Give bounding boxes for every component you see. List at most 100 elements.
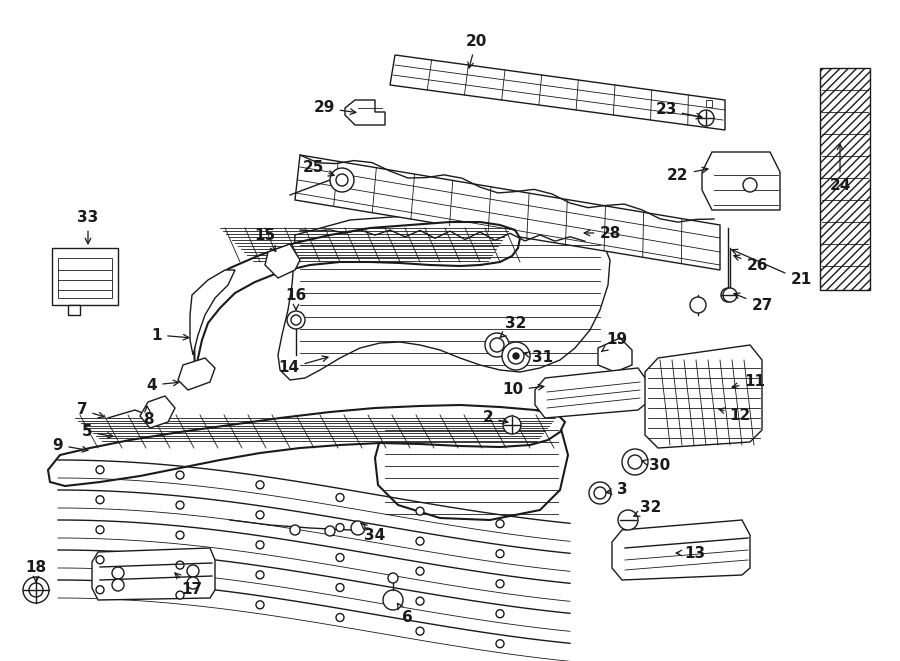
Text: 17: 17 — [175, 573, 202, 598]
Text: 16: 16 — [285, 288, 307, 310]
Text: 3: 3 — [606, 483, 627, 498]
Circle shape — [291, 315, 301, 325]
Circle shape — [287, 311, 305, 329]
Text: 23: 23 — [655, 102, 702, 119]
Circle shape — [628, 455, 642, 469]
Circle shape — [594, 487, 606, 499]
Circle shape — [256, 601, 264, 609]
Circle shape — [416, 627, 424, 635]
Circle shape — [416, 597, 424, 605]
Circle shape — [112, 567, 124, 579]
Circle shape — [508, 348, 524, 364]
Circle shape — [416, 507, 424, 515]
Text: 29: 29 — [313, 100, 356, 116]
Text: 34: 34 — [360, 523, 385, 543]
Text: 9: 9 — [53, 438, 88, 453]
Text: 7: 7 — [76, 403, 104, 418]
Circle shape — [743, 178, 757, 192]
Text: 27: 27 — [734, 293, 773, 313]
Text: 21: 21 — [732, 249, 812, 288]
Circle shape — [721, 288, 735, 302]
Text: 15: 15 — [255, 227, 275, 251]
Polygon shape — [265, 244, 300, 278]
Circle shape — [513, 353, 519, 359]
Circle shape — [336, 494, 344, 502]
Circle shape — [96, 586, 104, 594]
Text: 6: 6 — [398, 603, 412, 625]
Circle shape — [336, 174, 348, 186]
Polygon shape — [295, 155, 720, 270]
Text: 28: 28 — [584, 225, 621, 241]
Circle shape — [351, 521, 365, 535]
Text: 8: 8 — [143, 407, 153, 428]
Circle shape — [388, 573, 398, 583]
Text: 30: 30 — [642, 457, 670, 473]
Circle shape — [96, 466, 104, 474]
Text: 18: 18 — [25, 561, 47, 582]
Text: 32: 32 — [500, 317, 526, 337]
Circle shape — [96, 556, 104, 564]
Circle shape — [112, 579, 124, 591]
Text: 4: 4 — [147, 377, 179, 393]
Polygon shape — [612, 520, 750, 580]
Polygon shape — [92, 548, 215, 600]
Circle shape — [23, 577, 49, 603]
Circle shape — [187, 565, 199, 577]
Circle shape — [336, 524, 344, 531]
Text: 13: 13 — [676, 545, 706, 561]
Circle shape — [496, 580, 504, 588]
Polygon shape — [598, 338, 632, 372]
Circle shape — [496, 640, 504, 648]
Circle shape — [325, 526, 335, 536]
Text: 25: 25 — [302, 159, 334, 176]
Text: 11: 11 — [732, 375, 766, 389]
Text: 24: 24 — [829, 144, 850, 192]
Circle shape — [490, 338, 504, 352]
Circle shape — [96, 525, 104, 533]
Circle shape — [187, 577, 199, 589]
Text: 33: 33 — [77, 210, 99, 244]
Circle shape — [256, 541, 264, 549]
Polygon shape — [375, 410, 568, 520]
Polygon shape — [190, 270, 235, 355]
Text: 19: 19 — [601, 332, 627, 352]
Text: 2: 2 — [482, 410, 508, 426]
Polygon shape — [48, 405, 565, 486]
Circle shape — [336, 613, 344, 621]
Polygon shape — [345, 100, 385, 125]
Circle shape — [698, 110, 714, 126]
Text: 14: 14 — [278, 356, 328, 375]
Circle shape — [496, 609, 504, 618]
Polygon shape — [645, 345, 762, 448]
Polygon shape — [820, 68, 870, 290]
Polygon shape — [390, 55, 725, 130]
Circle shape — [485, 333, 509, 357]
Text: 26: 26 — [734, 255, 768, 272]
Circle shape — [416, 537, 424, 545]
Circle shape — [416, 567, 424, 575]
Circle shape — [618, 510, 638, 530]
Circle shape — [622, 449, 648, 475]
Polygon shape — [535, 368, 648, 418]
Text: 20: 20 — [465, 34, 487, 68]
Circle shape — [589, 482, 611, 504]
Circle shape — [502, 342, 530, 370]
Circle shape — [336, 584, 344, 592]
Circle shape — [176, 531, 184, 539]
Polygon shape — [702, 152, 780, 210]
Circle shape — [176, 501, 184, 509]
Circle shape — [330, 168, 354, 192]
Circle shape — [690, 297, 706, 313]
Text: 22: 22 — [667, 167, 708, 182]
Circle shape — [336, 553, 344, 561]
Polygon shape — [68, 305, 80, 315]
Text: 31: 31 — [524, 350, 554, 366]
Text: 12: 12 — [719, 407, 751, 422]
Polygon shape — [140, 396, 175, 428]
Circle shape — [176, 471, 184, 479]
Polygon shape — [178, 358, 215, 390]
Text: 5: 5 — [82, 424, 112, 440]
Circle shape — [256, 511, 264, 519]
Circle shape — [176, 591, 184, 599]
Polygon shape — [52, 248, 118, 305]
